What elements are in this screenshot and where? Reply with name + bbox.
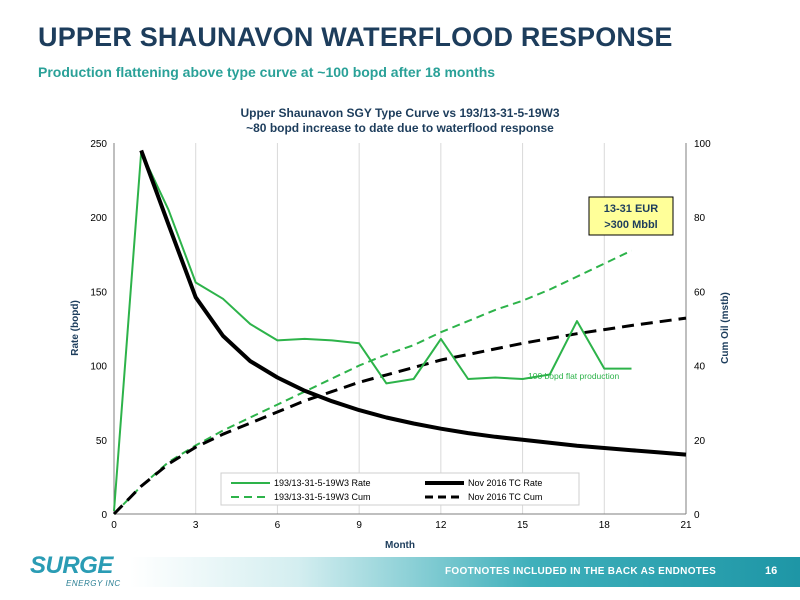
logo-subtext: ENERGY INC <box>66 579 121 588</box>
y-tick-label: 250 <box>90 139 107 150</box>
x-tick-label: 3 <box>193 520 199 531</box>
chart-title: Upper Shaunavon SGY Type Curve vs 193/13… <box>240 106 559 120</box>
y-tick-label: 0 <box>101 510 107 521</box>
chart-axes <box>113 143 687 515</box>
x-tick-label: 18 <box>599 520 611 531</box>
x-tick-label: 0 <box>111 520 117 531</box>
y-tick-label: 150 <box>90 287 107 298</box>
y2-tick-label: 80 <box>694 213 706 224</box>
legend-label-well-cum: 193/13-31-5-19W3 Cum <box>274 492 371 502</box>
x-tick-label: 6 <box>275 520 281 531</box>
slide-title: UPPER SHAUNAVON WATERFLOOD RESPONSE <box>38 22 673 52</box>
chart-subtitle: ~80 bopd increase to date due to waterfl… <box>246 121 554 135</box>
y-tick-label: 100 <box>90 362 107 373</box>
legend-label-well-rate: 193/13-31-5-19W3 Rate <box>274 478 371 488</box>
page-number: 16 <box>765 565 778 577</box>
y2-tick-label: 40 <box>694 362 706 373</box>
flat-production-annotation: 100 bopd flat production <box>528 371 619 381</box>
chart-legend: 193/13-31-5-19W3 Rate 193/13-31-5-19W3 C… <box>220 472 580 506</box>
y-tick-label: 50 <box>96 436 108 447</box>
type-curve-chart: Upper Shaunavon SGY Type Curve vs 193/13… <box>70 106 731 550</box>
x-axis-label: Month <box>385 540 415 550</box>
x-tick-label: 21 <box>680 520 692 531</box>
y-tick-label: 200 <box>90 213 107 224</box>
series-line-1 <box>113 249 632 515</box>
x-tick-label: 15 <box>517 520 529 531</box>
chart-series <box>112 149 687 516</box>
y2-tick-label: 20 <box>694 436 706 447</box>
slide-subtitle: Production flattening above type curve a… <box>38 64 496 80</box>
callout-line-1: 13-31 EUR <box>604 203 658 215</box>
surge-logo: SURGE ENERGY INC <box>30 552 120 588</box>
callout-line-2: >300 Mbbl <box>604 219 658 231</box>
legend-label-tc-rate: Nov 2016 TC Rate <box>468 478 542 488</box>
series-line-3 <box>112 316 687 516</box>
y2-tick-label: 100 <box>694 139 711 150</box>
y-axis-label: Rate (bopd) <box>70 300 81 356</box>
x-tick-label: 9 <box>356 520 362 531</box>
x-tick-label: 12 <box>435 520 447 531</box>
y2-tick-label: 0 <box>694 510 700 521</box>
series-line-2 <box>139 149 687 457</box>
footnote-text: FOOTNOTES INCLUDED IN THE BACK AS ENDNOT… <box>445 566 717 577</box>
eur-callout: 13-31 EUR >300 Mbbl <box>588 196 674 236</box>
logo-wordmark: SURGE <box>30 552 113 579</box>
legend-label-tc-cum: Nov 2016 TC Cum <box>468 492 542 502</box>
footer-bar <box>130 557 800 587</box>
series-line-0 <box>113 150 632 512</box>
y2-axis-label: Cum Oil (mstb) <box>720 292 731 364</box>
y2-tick-label: 60 <box>694 287 706 298</box>
